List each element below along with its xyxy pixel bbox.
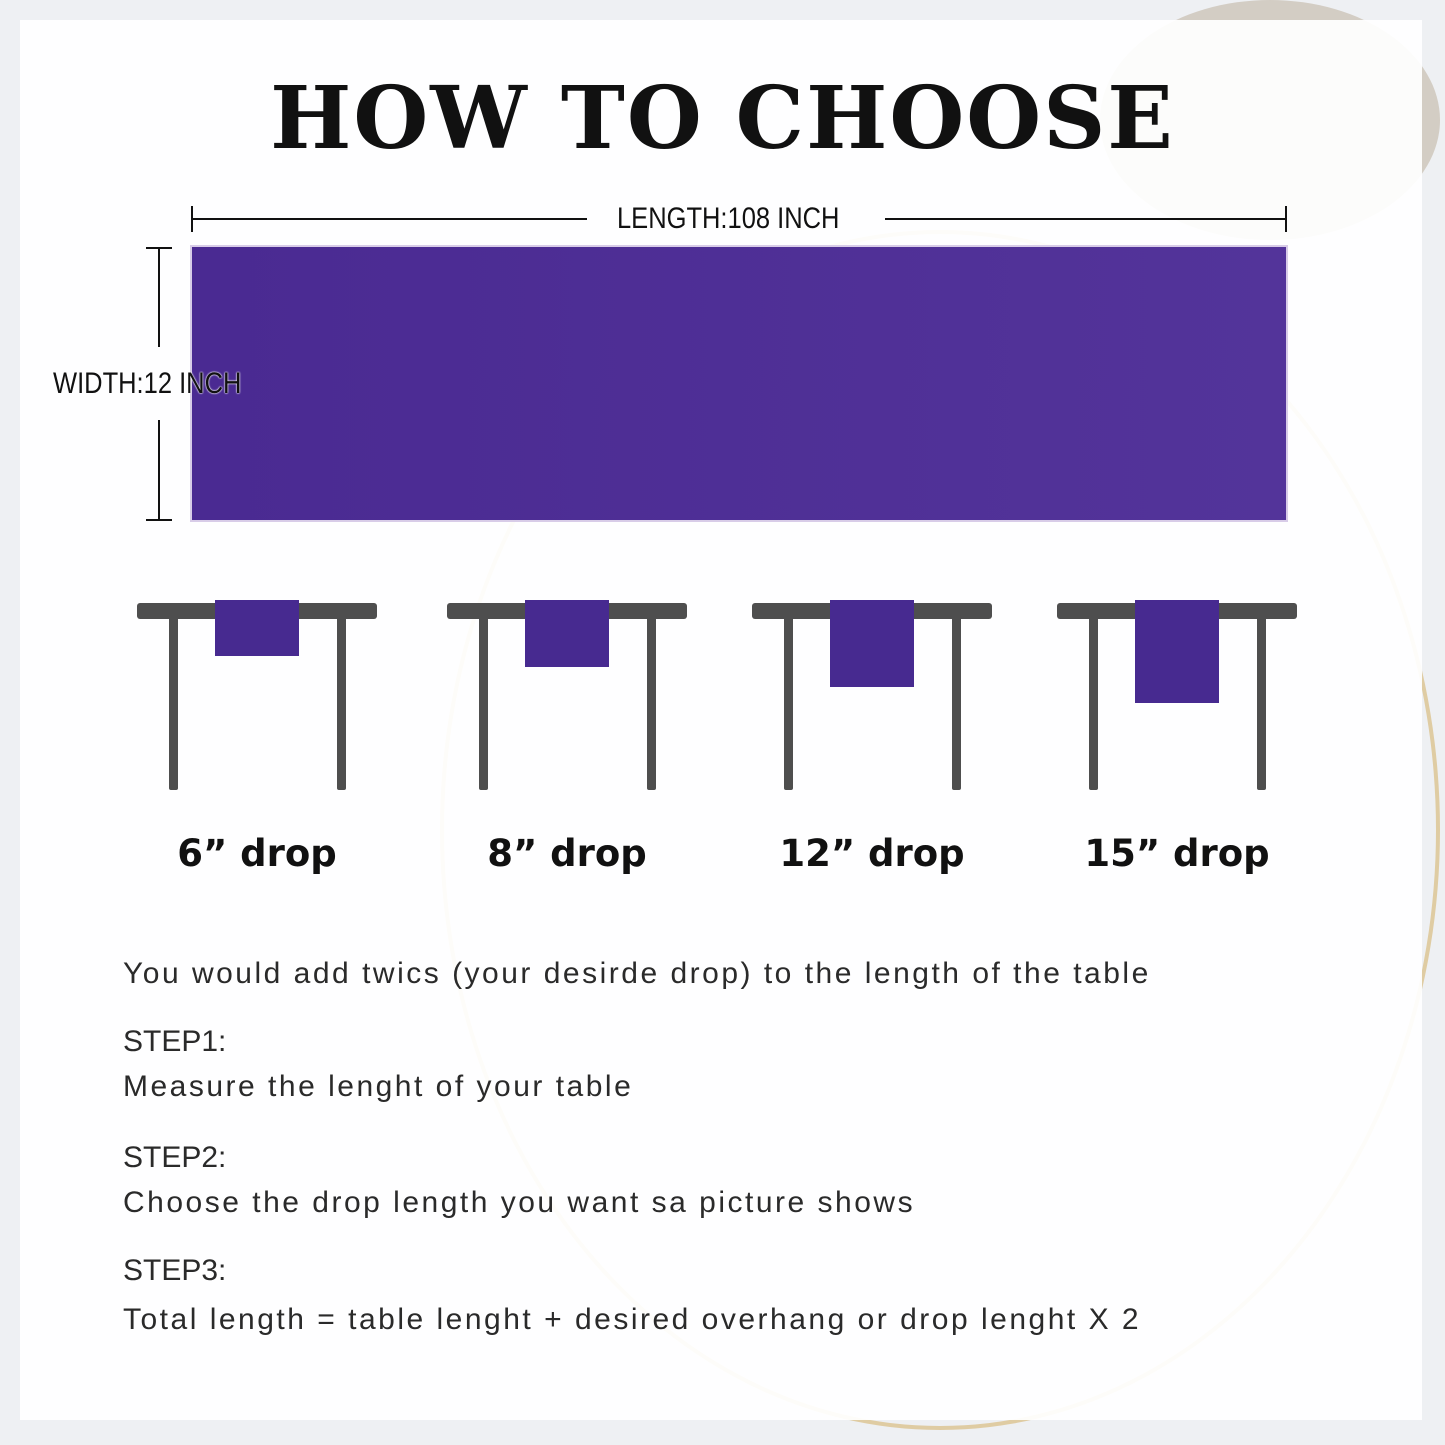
width-label: WIDTH:12 INCH	[53, 367, 242, 400]
step3-heading: STEP3:	[123, 1254, 227, 1287]
table-leg-left	[784, 615, 793, 790]
table-leg-left	[1089, 615, 1098, 790]
runner-drop	[525, 600, 609, 667]
instructions-intro: You would add twics (your desirde drop) …	[123, 957, 1151, 990]
table-drop-diagram	[1057, 600, 1297, 790]
drop-label: 8” drop	[487, 832, 647, 875]
length-dimension-line-right	[885, 218, 1286, 220]
step2-heading: STEP2:	[123, 1141, 227, 1174]
table-leg-right	[647, 615, 656, 790]
length-dimension-line-left	[192, 218, 587, 220]
step2-text: Choose the drop length you want sa pictu…	[123, 1186, 916, 1219]
table-leg-right	[952, 615, 961, 790]
runner-drop	[1135, 600, 1219, 703]
length-label: LENGTH:108 INCH	[617, 202, 840, 235]
length-dimension-tick-left	[191, 206, 193, 232]
drop-label: 12” drop	[779, 832, 965, 875]
width-dimension-line-bottom	[158, 420, 160, 520]
runner-drop	[830, 600, 914, 688]
table-leg-left	[479, 615, 488, 790]
step1-text: Measure the lenght of your table	[123, 1070, 634, 1103]
drop-label: 6” drop	[177, 832, 337, 875]
width-dimension-tick-bottom	[146, 519, 172, 521]
page-title: HOW TO CHOOSE	[270, 68, 1175, 169]
table-leg-right	[1257, 615, 1266, 790]
runner-drop	[215, 600, 299, 657]
table-leg-left	[169, 615, 178, 790]
length-dimension-tick-right	[1285, 206, 1287, 232]
table-drop-diagram	[752, 600, 992, 790]
step1-heading: STEP1:	[123, 1025, 227, 1058]
table-runner-illustration	[192, 247, 1286, 520]
table-drop-diagram	[447, 600, 687, 790]
table-leg-right	[337, 615, 346, 790]
width-dimension-line-top	[158, 247, 160, 347]
drop-label: 15” drop	[1084, 832, 1270, 875]
step3-text: Total length = table lenght + desired ov…	[123, 1303, 1142, 1336]
table-drop-diagram	[137, 600, 377, 790]
